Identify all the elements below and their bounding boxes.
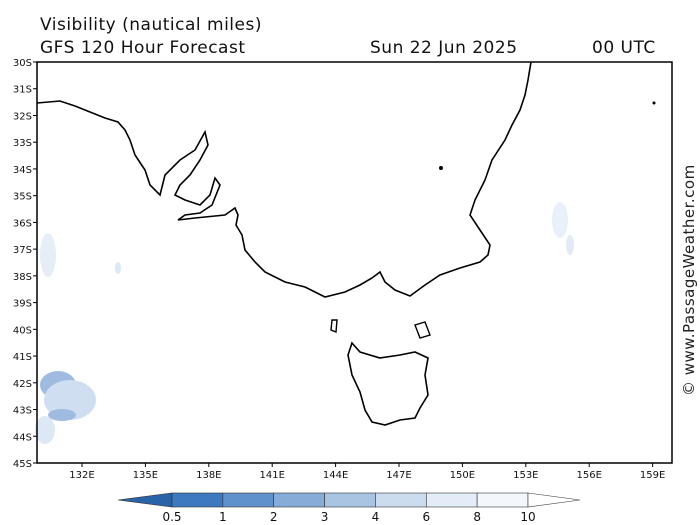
lon-label: 138E (196, 470, 221, 481)
lat-label: 36S (13, 218, 32, 229)
coastline-islands (330, 319, 431, 339)
lon-label: 147E (386, 470, 411, 481)
lat-label: 44S (13, 432, 32, 443)
lat-axis: 30S 31S 32S 33S 34S 35S 36S 37S 38S 39S 40S 41S 42S 4… (13, 58, 37, 470)
colorbar-label: 2 (270, 510, 278, 524)
coastline-tasmania (347, 341, 429, 426)
colorbar-under (117, 492, 173, 508)
lon-label: 150E (450, 470, 475, 481)
colorbar-label: 6 (422, 510, 430, 524)
lat-label: 39S (13, 299, 32, 310)
colorbar-label: 10 (520, 510, 535, 524)
colorbar-over (527, 492, 581, 508)
lon-label: 132E (69, 470, 94, 481)
lon-label: 159E (640, 470, 665, 481)
map-subtitle: GFS 120 Hour Forecast (40, 38, 246, 58)
lon-label: 141E (259, 470, 284, 481)
colorbar-label: 8 (473, 510, 481, 524)
lon-label: 144E (323, 470, 348, 481)
lat-label: 31S (13, 85, 32, 96)
map-title: Visibility (nautical miles) (40, 15, 262, 35)
lat-label: 30S (13, 58, 32, 69)
colorbar-label: 3 (321, 510, 329, 524)
lon-label: 156E (576, 470, 601, 481)
colorbar-segment (324, 492, 376, 508)
lon-label: 153E (513, 470, 538, 481)
lat-label: 41S (13, 352, 32, 363)
colorbar-segment (273, 492, 325, 508)
lon-axis: 132E 135E 138E 141E 144E 147E 150E 153E 156E 159E (69, 463, 665, 481)
map-frame (36, 61, 673, 464)
visibility-shading (35, 202, 574, 444)
lat-label: 33S (13, 138, 32, 149)
lat-label: 43S (13, 406, 32, 417)
lat-label: 42S (13, 379, 32, 390)
colorbar-segment (375, 492, 427, 508)
lat-label: 37S (13, 245, 32, 256)
lat-label: 32S (13, 111, 32, 122)
lon-label: 135E (133, 470, 158, 481)
colorbar-segment (171, 492, 224, 508)
colorbar-segment (476, 492, 529, 508)
lat-label: 40S (13, 325, 32, 336)
coastline-mainland (36, 61, 532, 298)
island-dot (439, 166, 443, 170)
credit-watermark: © www.PassageWeather.com (680, 164, 698, 396)
lat-label: 38S (13, 272, 32, 283)
forecast-time: 00 UTC (592, 38, 656, 58)
lat-label: 34S (13, 165, 32, 176)
colorbar: 0.5 1 2 3 4 6 8 10 (117, 492, 581, 524)
map-area (35, 61, 673, 464)
colorbar-segment (222, 492, 275, 508)
map-frame-bg (37, 62, 672, 463)
lat-label: 35S (13, 192, 32, 203)
lat-label: 45S (13, 459, 32, 470)
colorbar-segment (425, 492, 478, 508)
island-dot (652, 101, 656, 105)
colorbar-label: 4 (372, 510, 380, 524)
colorbar-label: 0.5 (162, 510, 181, 524)
forecast-date: Sun 22 Jun 2025 (370, 38, 518, 58)
colorbar-label: 1 (219, 510, 227, 524)
